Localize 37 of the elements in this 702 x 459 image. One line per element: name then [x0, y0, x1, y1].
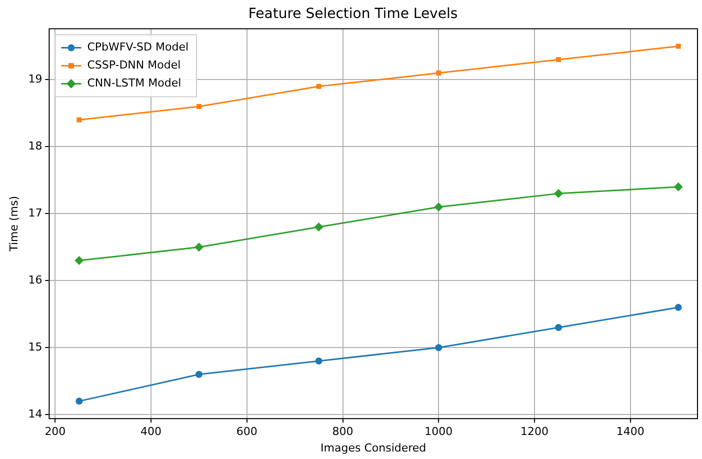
x-tick-label: 400 [140, 425, 162, 438]
point [76, 398, 83, 405]
point [674, 182, 683, 192]
y-tick-label: 16 [28, 273, 42, 286]
y-tick-label: 19 [28, 72, 42, 86]
x-axis-title: Images Considered [320, 441, 426, 454]
y-tick-label: 15 [28, 340, 42, 354]
point [74, 256, 84, 266]
point [674, 304, 682, 311]
point [676, 44, 681, 49]
point [554, 324, 562, 332]
point [196, 104, 202, 109]
point [556, 57, 561, 62]
point [194, 242, 204, 252]
point [436, 70, 442, 76]
legend-label: CPbWFV-SD Model [87, 40, 189, 54]
point [195, 370, 202, 378]
point [314, 222, 324, 232]
y-axis-title: Time (ms) [7, 196, 20, 252]
x-tick-label: 1000 [424, 425, 453, 438]
point [434, 202, 444, 212]
point [76, 117, 82, 122]
legend-label: CNN-LSTM Model [87, 76, 182, 90]
legend-label: CSSP-DNN Model [87, 58, 181, 72]
chart-title: Feature Selection Time Levels [248, 6, 458, 22]
point [435, 344, 442, 352]
point [315, 358, 322, 364]
x-tick-label: 800 [332, 425, 354, 438]
x-tick-label: 1400 [616, 425, 644, 438]
x-tick-label: 600 [236, 425, 258, 438]
x-tick-label: 200 [44, 425, 66, 438]
point [316, 84, 322, 89]
y-tick-label: 14 [28, 407, 42, 420]
x-tick-label: 1200 [520, 425, 549, 438]
y-tick-label: 18 [28, 140, 42, 153]
point [554, 189, 563, 198]
y-tick-label: 17 [28, 206, 42, 220]
